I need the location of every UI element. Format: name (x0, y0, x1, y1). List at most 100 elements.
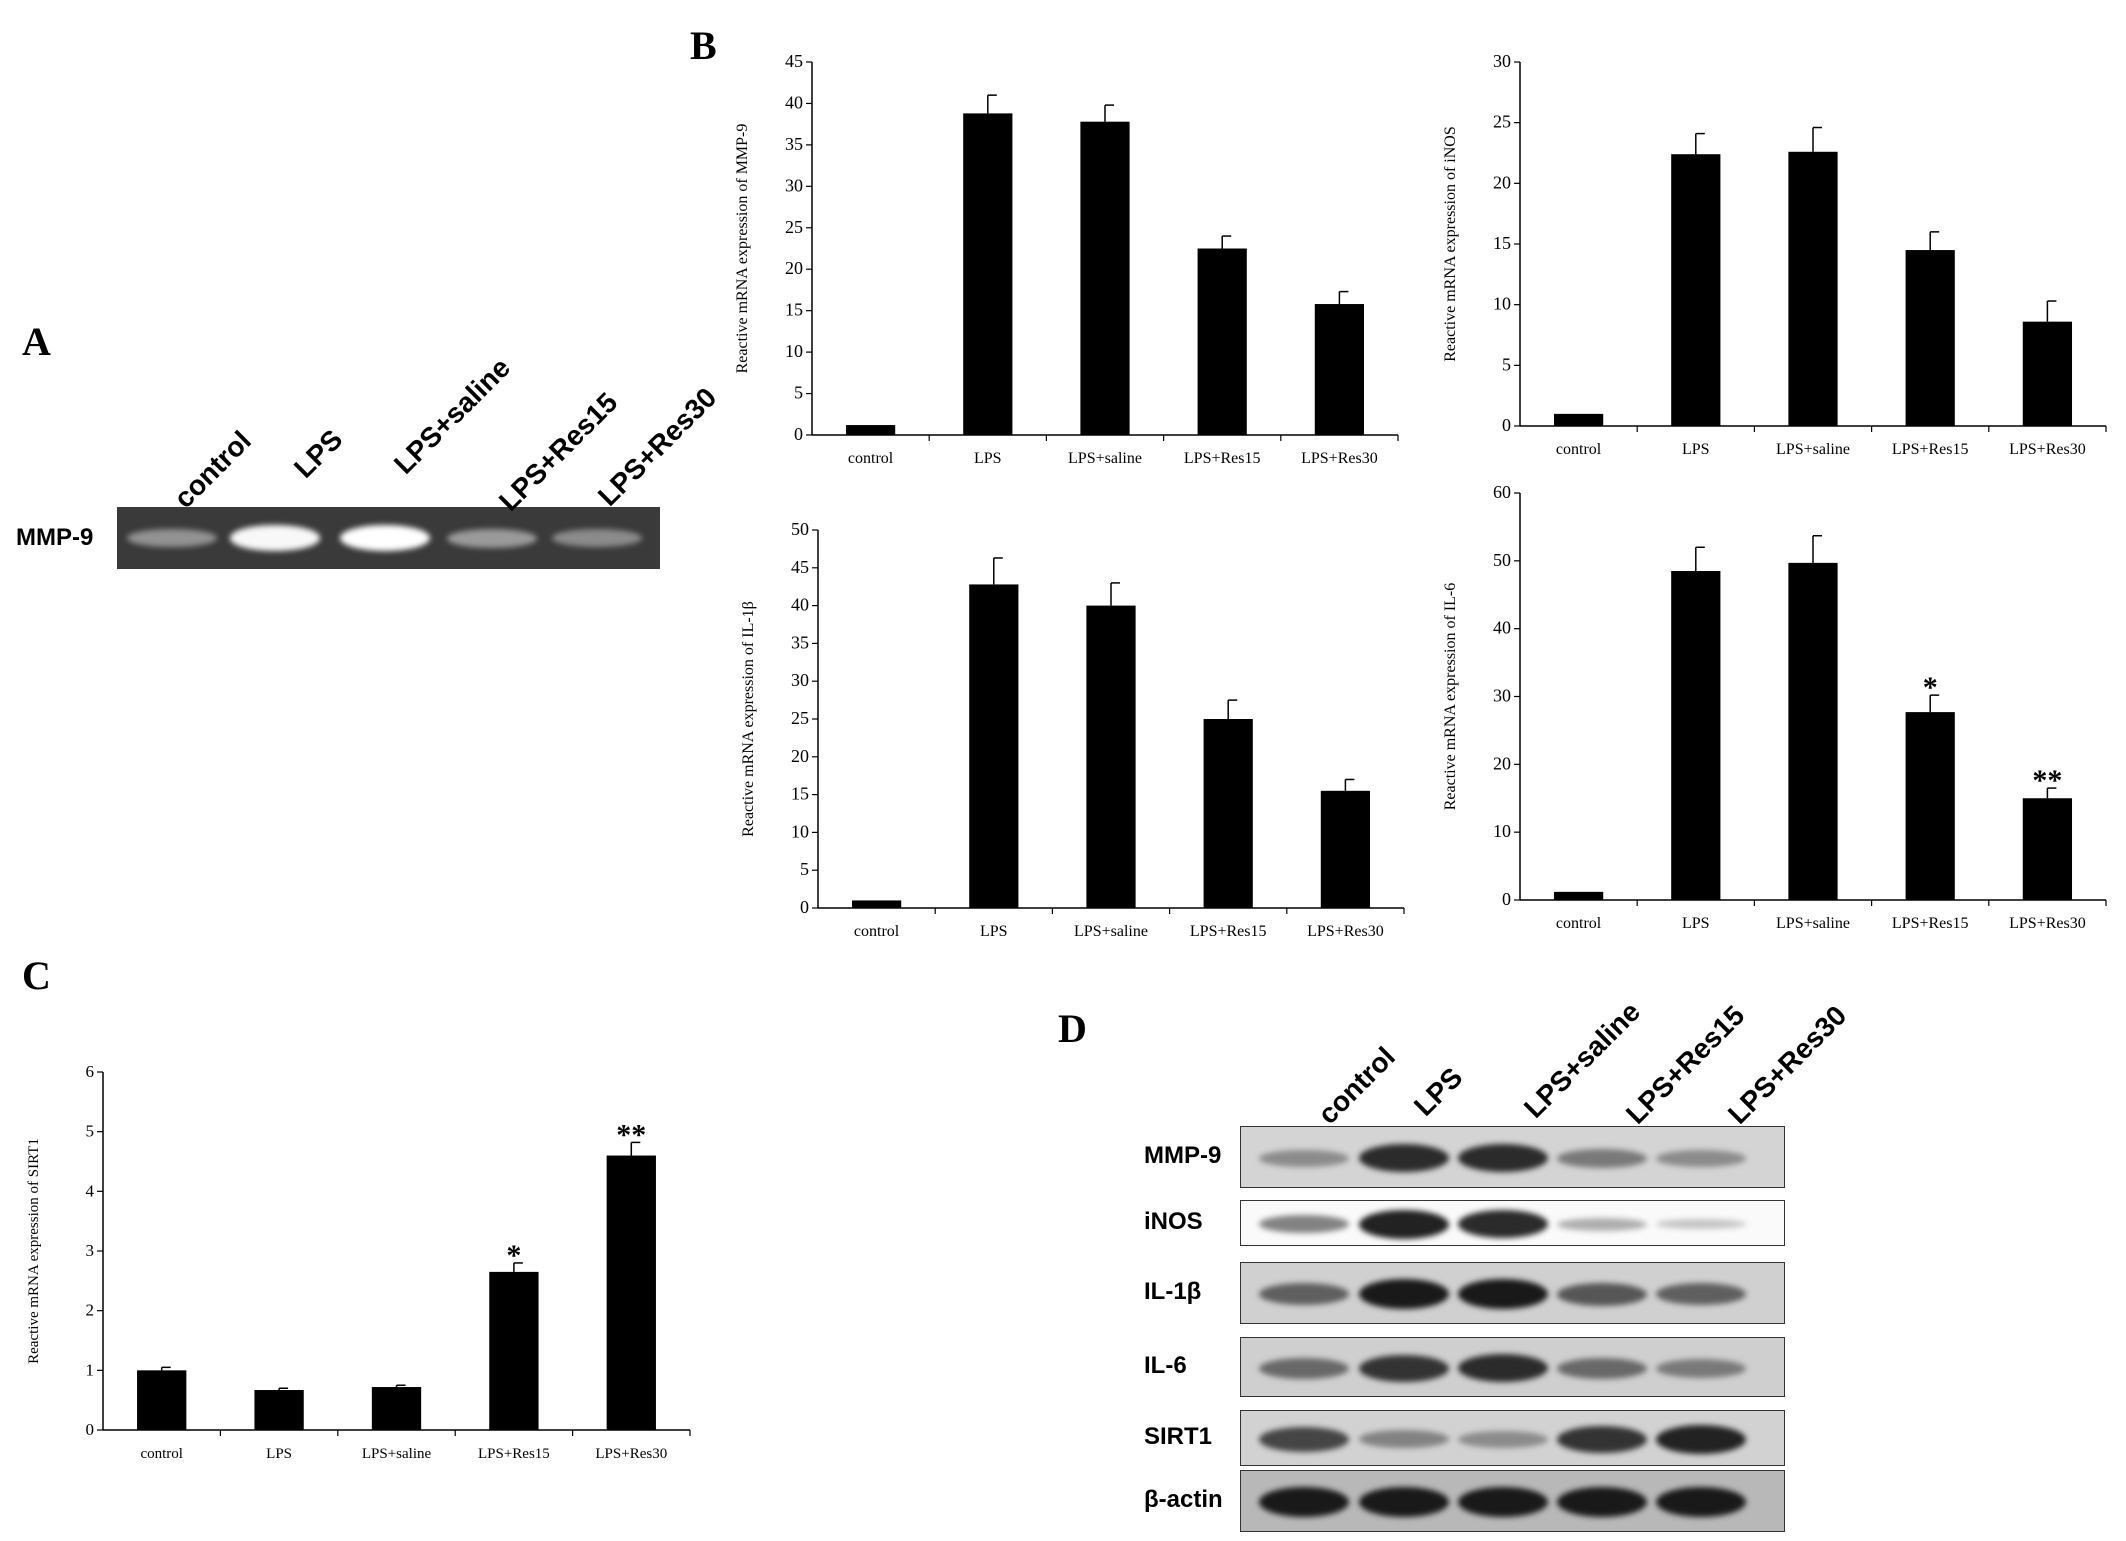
y-tick-label: 0 (1502, 889, 1511, 909)
bar (851, 900, 902, 908)
panel-a-letter: A (22, 319, 51, 364)
y-tick-label: 40 (1493, 618, 1511, 638)
bar (845, 425, 896, 435)
blot-band (1557, 1357, 1647, 1379)
blot-band (1557, 1487, 1647, 1517)
y-tick-label: 45 (791, 557, 809, 577)
blot-band (1259, 1426, 1349, 1452)
bar (1197, 248, 1247, 435)
blot-band (1458, 1487, 1548, 1517)
y-tick-label: 40 (791, 595, 809, 615)
bar (1553, 891, 1604, 900)
y-tick-label: 3 (86, 1241, 95, 1260)
y-tick-label: 0 (800, 897, 809, 917)
x-tick-label: LPS+saline (1776, 441, 1850, 458)
blot-strip (1240, 1410, 1785, 1466)
x-tick-label: LPS+Res15 (1190, 923, 1267, 940)
y-tick-label: 1 (86, 1360, 95, 1379)
bar (137, 1370, 187, 1430)
bar (489, 1271, 539, 1430)
x-tick-label: LPS (266, 1446, 292, 1462)
blot-band (1259, 1357, 1349, 1379)
y-tick-label: 0 (1502, 415, 1511, 435)
x-tick-label: control (854, 923, 900, 940)
bar (1314, 304, 1365, 435)
bar (1905, 250, 1955, 426)
x-tick-label: LPS+Res15 (478, 1446, 550, 1462)
blot-band (1359, 1144, 1449, 1172)
gel-band (340, 525, 430, 551)
panel-d-letter: D (1058, 1006, 1087, 1051)
significance-marker: ** (616, 1118, 646, 1151)
blot-band (1557, 1217, 1647, 1231)
blot-strip (1240, 1470, 1785, 1532)
bar (1788, 562, 1838, 900)
y-tick-label: 35 (791, 632, 809, 652)
blot-band (1656, 1283, 1746, 1305)
y-tick-label: 20 (1493, 172, 1511, 192)
blot-band (1656, 1358, 1746, 1378)
y-axis-label: Reactive mRNA expression of iNOS (1442, 126, 1459, 362)
y-tick-label: 10 (1493, 821, 1511, 841)
bar (1086, 605, 1136, 908)
y-tick-label: 0 (86, 1420, 95, 1439)
y-tick-label: 5 (794, 383, 803, 403)
gel-band (230, 525, 320, 551)
x-tick-label: LPS+saline (1074, 923, 1148, 940)
panel-c-letter: C (22, 953, 51, 998)
gel-band (447, 528, 537, 548)
x-tick-label: LPS+Res15 (1892, 441, 1969, 458)
blot-row-label: SIRT1 (1144, 1423, 1213, 1450)
y-tick-label: 10 (785, 341, 803, 361)
x-tick-label: LPS (1682, 915, 1710, 932)
panel-b-letter: B (690, 23, 717, 68)
y-tick-label: 20 (1493, 753, 1511, 773)
blot-band (1259, 1283, 1349, 1305)
bar (963, 113, 1013, 435)
y-axis-label: Reactive mRNA expression of MMP-9 (734, 124, 751, 374)
y-tick-label: 6 (86, 1062, 95, 1081)
significance-marker: ** (2032, 764, 2062, 797)
x-tick-label: LPS+saline (1776, 915, 1850, 932)
blot-band (1656, 1218, 1746, 1230)
y-tick-label: 10 (1493, 294, 1511, 314)
blot-band (1259, 1149, 1349, 1167)
blot-band (1557, 1282, 1647, 1306)
y-tick-label: 5 (86, 1122, 95, 1141)
bar (2022, 321, 2073, 426)
x-tick-label: LPS+Res30 (2009, 915, 2086, 932)
bar (1671, 154, 1721, 427)
blot-band (1656, 1487, 1746, 1517)
y-tick-label: 25 (785, 217, 803, 237)
y-tick-label: 30 (1493, 686, 1511, 706)
y-tick-label: 50 (791, 519, 809, 539)
x-tick-label: LPS+Res30 (1307, 923, 1384, 940)
y-axis-label: Reactive mRNA expression of IL-1β (740, 601, 757, 837)
bar (1671, 571, 1721, 900)
blot-band (1359, 1354, 1449, 1382)
y-tick-label: 2 (86, 1301, 95, 1320)
blot-band (1458, 1354, 1548, 1382)
y-tick-label: 45 (785, 51, 803, 71)
gel-row-label: MMP-9 (16, 524, 94, 551)
y-tick-label: 30 (1493, 51, 1511, 71)
x-tick-label: LPS+Res30 (2009, 441, 2086, 458)
x-tick-label: LPS+saline (362, 1446, 432, 1462)
bar (1788, 151, 1838, 426)
blot-strip (1240, 1200, 1785, 1246)
bar (1553, 413, 1604, 426)
blot-band (1557, 1148, 1647, 1168)
gel-band (552, 529, 642, 547)
bar (1080, 121, 1130, 436)
bar (1905, 712, 1955, 900)
blot-row-label: MMP-9 (1144, 1142, 1222, 1169)
bar (371, 1387, 422, 1430)
x-tick-label: LPS+Res30 (1301, 450, 1378, 467)
blot-band (1458, 1279, 1548, 1309)
blot-row-label: IL-1β (1144, 1278, 1202, 1305)
